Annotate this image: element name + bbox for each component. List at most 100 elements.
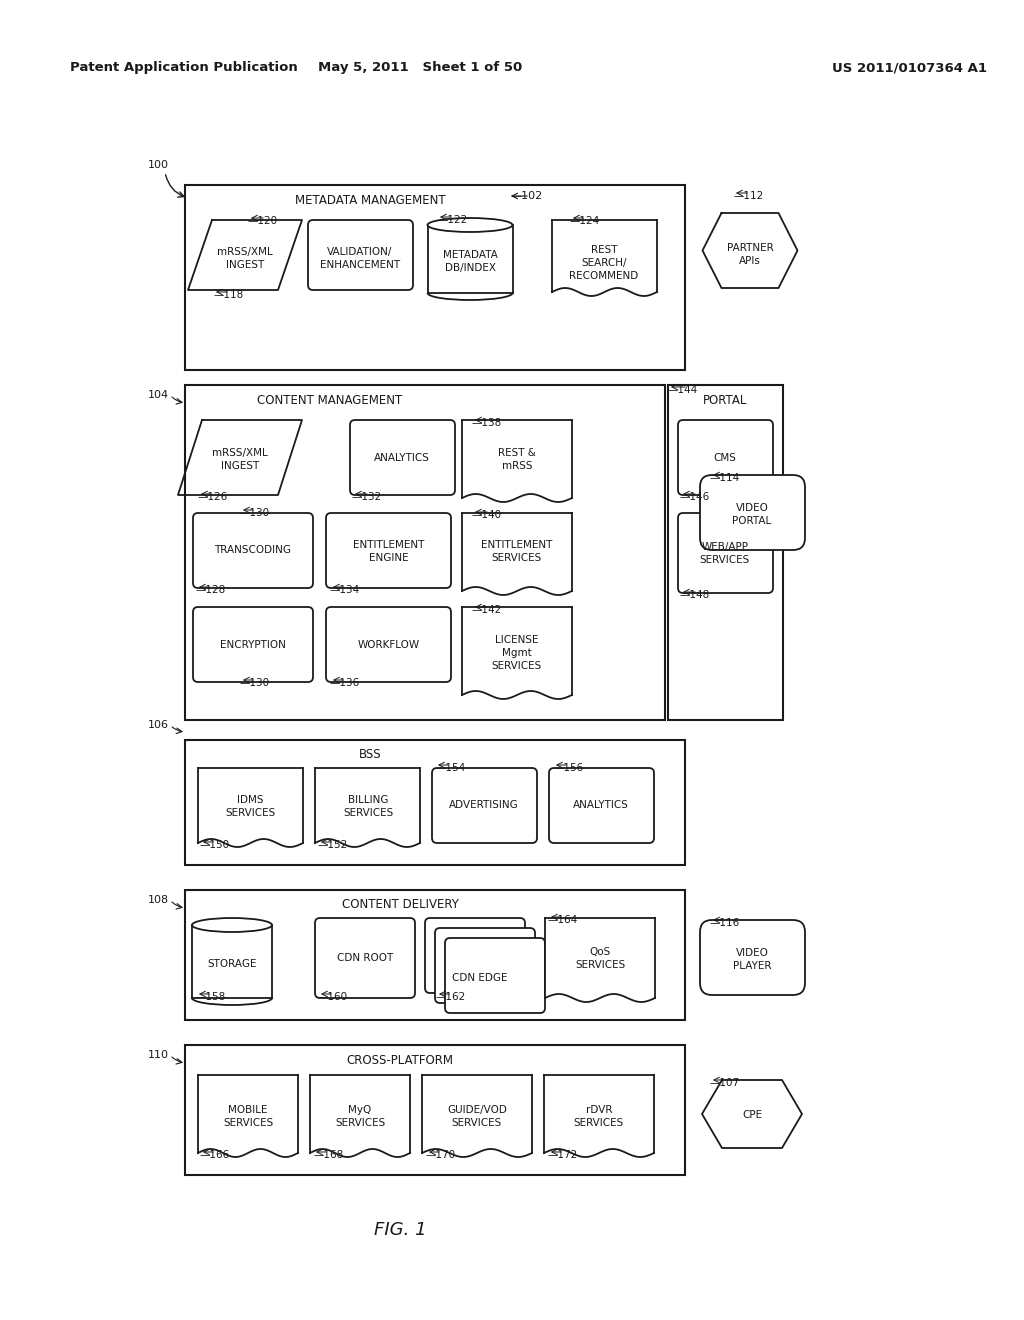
FancyBboxPatch shape — [308, 220, 413, 290]
Text: CONTENT MANAGEMENT: CONTENT MANAGEMENT — [257, 393, 402, 407]
Text: REST &: REST & — [498, 447, 536, 458]
Text: METADATA: METADATA — [442, 249, 498, 260]
Text: ADVERTISING: ADVERTISING — [450, 800, 519, 810]
Polygon shape — [193, 925, 272, 998]
Text: rDVR: rDVR — [586, 1105, 612, 1115]
Text: SERVICES: SERVICES — [699, 554, 751, 565]
FancyBboxPatch shape — [700, 475, 805, 550]
Text: US 2011/0107364 A1: US 2011/0107364 A1 — [833, 62, 987, 74]
Text: SERVICES: SERVICES — [452, 1118, 502, 1129]
Text: INGEST: INGEST — [226, 260, 264, 271]
Text: —154: —154 — [435, 763, 465, 774]
FancyBboxPatch shape — [193, 607, 313, 682]
Text: BSS: BSS — [358, 748, 381, 762]
Text: SERVICES: SERVICES — [335, 1118, 385, 1129]
Text: —132: —132 — [352, 492, 382, 502]
Text: CROSS-PLATFORM: CROSS-PLATFORM — [346, 1053, 454, 1067]
Text: —152: —152 — [318, 840, 348, 850]
Text: —116: —116 — [710, 917, 740, 928]
Bar — [185, 1045, 685, 1175]
Text: REST: REST — [591, 246, 617, 255]
Text: ENTITLEMENT: ENTITLEMENT — [481, 540, 553, 550]
Text: 100: 100 — [148, 160, 169, 170]
Bar — [185, 741, 685, 865]
Text: mRSS/XML: mRSS/XML — [217, 247, 272, 257]
Polygon shape — [544, 1074, 654, 1158]
Text: —138: —138 — [472, 418, 502, 428]
Text: PORTAL: PORTAL — [702, 393, 748, 407]
FancyBboxPatch shape — [678, 420, 773, 495]
Bar — [185, 185, 685, 370]
Text: SERVICES: SERVICES — [492, 661, 542, 671]
Text: Patent Application Publication: Patent Application Publication — [70, 62, 298, 74]
FancyBboxPatch shape — [193, 513, 313, 587]
Text: —162: —162 — [436, 993, 466, 1002]
FancyBboxPatch shape — [326, 607, 451, 682]
Text: CDN ROOT: CDN ROOT — [337, 953, 393, 964]
Polygon shape — [702, 1080, 802, 1148]
Text: —170: —170 — [426, 1150, 456, 1160]
Text: ANALYTICS: ANALYTICS — [573, 800, 629, 810]
Text: GUIDE/VOD: GUIDE/VOD — [447, 1105, 507, 1115]
Text: SERVICES: SERVICES — [574, 960, 625, 970]
Polygon shape — [178, 420, 302, 495]
Text: —172: —172 — [548, 1150, 579, 1160]
Text: METADATA MANAGEMENT: METADATA MANAGEMENT — [295, 194, 445, 206]
Text: —126: —126 — [198, 492, 228, 502]
Text: —144: —144 — [668, 385, 698, 395]
Text: May 5, 2011   Sheet 1 of 50: May 5, 2011 Sheet 1 of 50 — [317, 62, 522, 74]
Polygon shape — [315, 768, 420, 847]
Text: —128: —128 — [196, 585, 226, 595]
Text: SERVICES: SERVICES — [223, 1118, 273, 1129]
Text: VALIDATION/: VALIDATION/ — [328, 247, 392, 257]
FancyBboxPatch shape — [425, 917, 525, 993]
Text: —164: —164 — [548, 915, 579, 925]
Text: 106: 106 — [148, 719, 169, 730]
Text: 110: 110 — [148, 1049, 169, 1060]
Text: —156: —156 — [553, 763, 584, 774]
Polygon shape — [552, 220, 657, 296]
Text: CPE: CPE — [742, 1110, 762, 1119]
Polygon shape — [198, 768, 303, 847]
Text: —120: —120 — [248, 216, 279, 226]
Text: 104: 104 — [148, 389, 169, 400]
Text: —107: —107 — [710, 1078, 740, 1088]
Text: LICENSE: LICENSE — [496, 635, 539, 645]
FancyBboxPatch shape — [350, 420, 455, 495]
Bar — [185, 890, 685, 1020]
Text: ANALYTICS: ANALYTICS — [374, 453, 430, 463]
FancyBboxPatch shape — [326, 513, 451, 587]
Text: FIG. 1: FIG. 1 — [374, 1221, 426, 1239]
Text: CMS: CMS — [714, 453, 736, 463]
Text: VIDEO: VIDEO — [735, 503, 768, 513]
Text: PORTAL: PORTAL — [732, 516, 772, 525]
Text: SERVICES: SERVICES — [343, 808, 393, 818]
Ellipse shape — [427, 218, 512, 232]
Text: —146: —146 — [680, 492, 711, 502]
Polygon shape — [310, 1074, 410, 1158]
FancyBboxPatch shape — [315, 917, 415, 998]
Text: SEARCH/: SEARCH/ — [582, 257, 627, 268]
Text: —168: —168 — [313, 1150, 343, 1160]
Text: ENCRYPTION: ENCRYPTION — [220, 640, 286, 649]
Text: MyQ: MyQ — [348, 1105, 372, 1115]
Polygon shape — [702, 213, 798, 288]
Bar — [185, 385, 665, 719]
Polygon shape — [422, 1074, 532, 1158]
Polygon shape — [198, 1074, 298, 1158]
Text: PARTNER: PARTNER — [727, 243, 773, 253]
Text: —130: —130 — [240, 508, 270, 517]
Text: TRANSCODING: TRANSCODING — [214, 545, 292, 554]
Text: —124: —124 — [570, 216, 600, 226]
Polygon shape — [188, 220, 302, 290]
Text: STORAGE: STORAGE — [207, 960, 257, 969]
Text: 108: 108 — [148, 895, 169, 906]
Text: —102: —102 — [510, 191, 543, 201]
Text: RECOMMEND: RECOMMEND — [569, 271, 639, 281]
Text: —134: —134 — [330, 585, 360, 595]
Text: CONTENT DELIVERY: CONTENT DELIVERY — [342, 899, 459, 912]
Text: —150: —150 — [200, 840, 230, 850]
Text: —160: —160 — [318, 993, 348, 1002]
FancyBboxPatch shape — [549, 768, 654, 843]
Text: QoS: QoS — [590, 946, 610, 957]
